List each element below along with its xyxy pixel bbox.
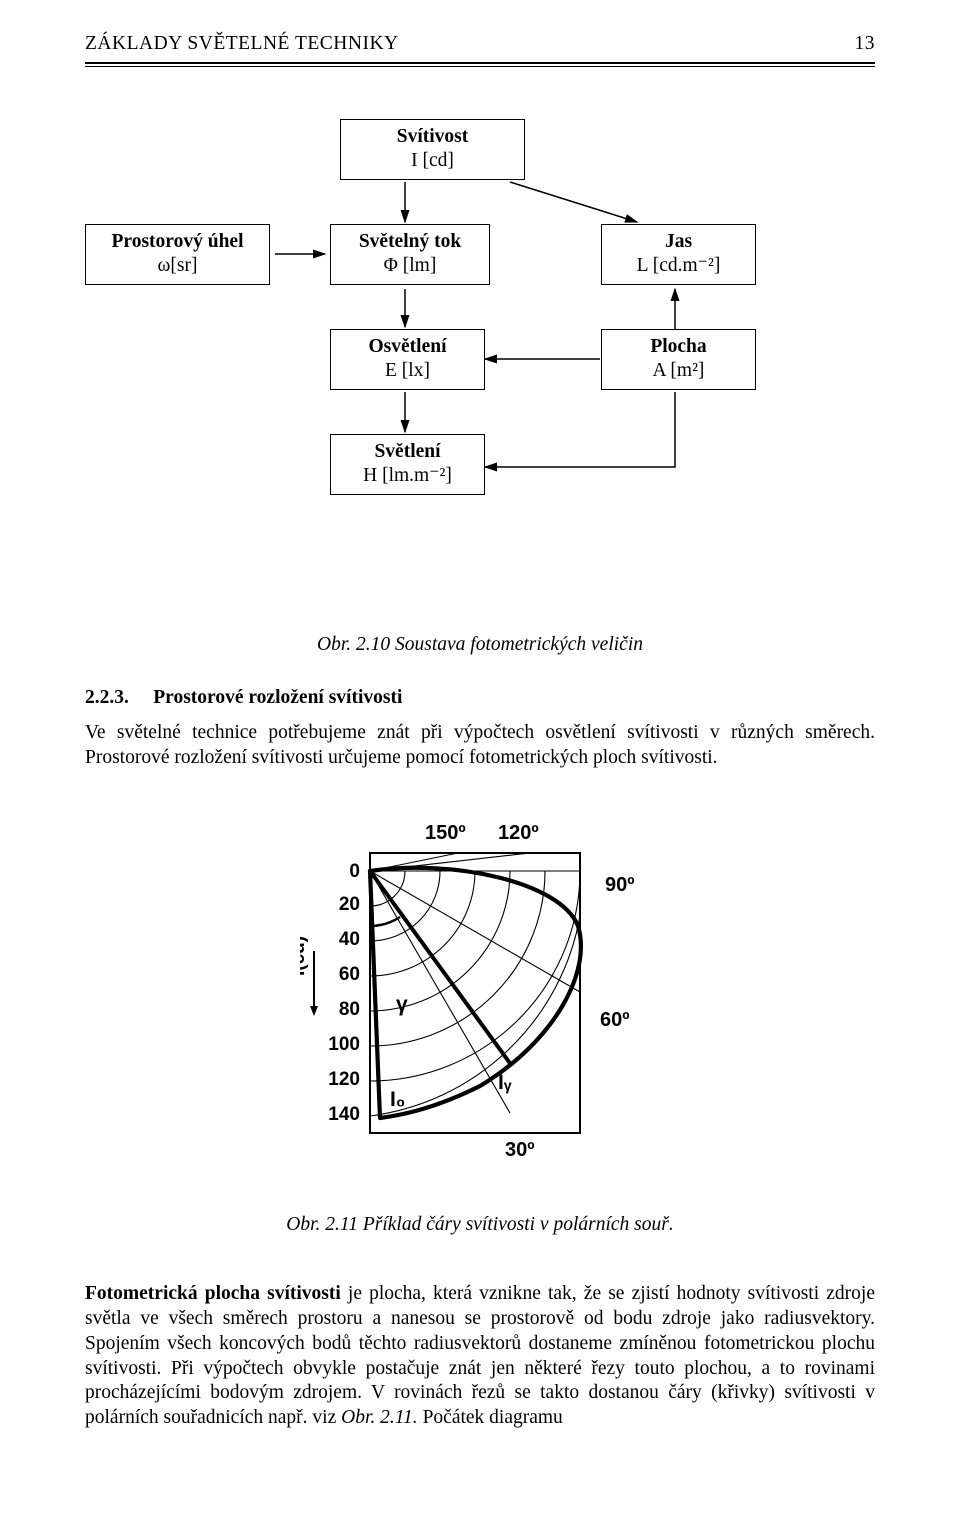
axis-tick: 20: [339, 894, 360, 915]
section-title-text: Prostorové rozložení svítivosti: [153, 687, 402, 708]
polar-figure: 150º 120º 90º 60º 30º: [85, 811, 875, 1179]
box-plocha: Plocha A [m²]: [601, 329, 756, 390]
box-title: Prostorový úhel: [94, 230, 261, 254]
box-svitivost: Svítivost I [cd]: [340, 119, 525, 180]
box-title: Osvětlení: [339, 335, 476, 359]
figure-caption-2: Obr. 2.11 Příklad čáry svítivosti v polá…: [85, 1213, 875, 1238]
box-jas: Jas L [cd.m⁻²]: [601, 224, 756, 285]
polar-chart-svg: 150º 120º 90º 60º 30º: [300, 811, 660, 1171]
Igamma-label: Iᵧ: [498, 1071, 512, 1094]
box-prostorovy-uhel: Prostorový úhel ω[sr]: [85, 224, 270, 285]
box-title: Světlení: [339, 440, 476, 464]
box-title: Svítivost: [349, 125, 516, 149]
quantities-diagram: Svítivost I [cd] Prostorový úhel ω[sr] S…: [85, 119, 875, 609]
box-svetelny-tok: Světelný tok Φ [lm]: [330, 224, 490, 285]
axis-tick: 60: [339, 964, 360, 985]
axis-tick: 140: [328, 1104, 360, 1125]
axis-tick: 80: [339, 999, 360, 1020]
angle-label: 60º: [600, 1009, 630, 1031]
box-body: A [m²]: [610, 359, 747, 383]
angle-label: 120º: [498, 822, 539, 844]
I0-label: I₀: [390, 1088, 405, 1111]
header-page-number: 13: [855, 32, 876, 57]
box-title: Jas: [610, 230, 747, 254]
axis-origin: 0: [349, 861, 360, 882]
axis-tick: 40: [339, 929, 360, 950]
para2-lead: Fotometrická plocha svítivosti: [85, 1283, 341, 1304]
page-header: ZÁKLADY SVĚTELNÉ TECHNIKY 13: [85, 32, 875, 59]
para2-tail: Počátek diagramu: [418, 1407, 563, 1428]
box-title: Plocha: [610, 335, 747, 359]
box-body: I [cd]: [349, 149, 516, 173]
box-svetleni: Světlení H [lm.m⁻²]: [330, 434, 485, 495]
axis-label: I(cd): [300, 936, 309, 976]
angle-label: 30º: [505, 1139, 535, 1161]
box-body: ω[sr]: [94, 254, 261, 278]
box-body: Φ [lm]: [339, 254, 481, 278]
axis-tick: 100: [328, 1034, 360, 1055]
axis-tick: 120: [328, 1069, 360, 1090]
header-title: ZÁKLADY SVĚTELNÉ TECHNIKY: [85, 32, 399, 57]
box-title: Světelný tok: [339, 230, 481, 254]
gamma-label: γ: [396, 993, 408, 1016]
para2-figref: Obr. 2.11.: [341, 1407, 418, 1428]
box-osvetleni: Osvětlení E [lx]: [330, 329, 485, 390]
section-number: 2.2.3.: [85, 687, 129, 708]
header-rule-thick: [85, 62, 875, 64]
paragraph-1: Ve světelné technice potřebujeme znát př…: [85, 721, 875, 771]
box-body: E [lx]: [339, 359, 476, 383]
angle-label: 150º: [425, 822, 466, 844]
box-body: L [cd.m⁻²]: [610, 254, 747, 278]
box-body: H [lm.m⁻²]: [339, 464, 476, 488]
header-rule-thin: [85, 66, 875, 67]
figure-caption-1: Obr. 2.10 Soustava fotometrických veliči…: [85, 633, 875, 658]
section-heading: 2.2.3. Prostorové rozložení svítivosti: [85, 686, 875, 711]
paragraph-2: Fotometrická plocha svítivosti je plocha…: [85, 1282, 875, 1432]
angle-label: 90º: [605, 874, 635, 896]
